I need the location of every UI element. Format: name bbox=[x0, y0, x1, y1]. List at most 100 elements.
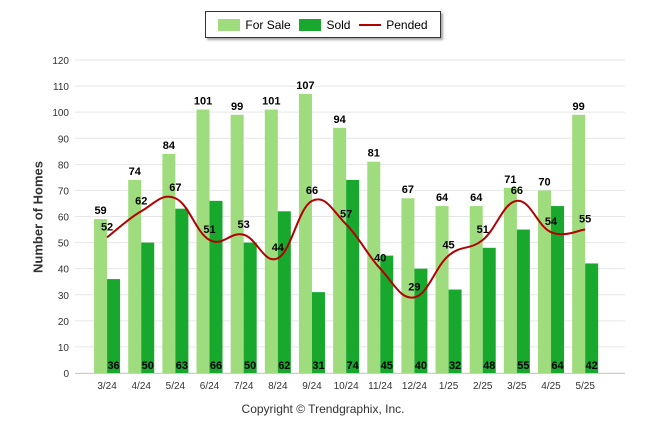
y-tick-label: 0 bbox=[63, 369, 69, 380]
label-pended: 44 bbox=[272, 242, 285, 254]
label-for-sale: 107 bbox=[296, 80, 314, 92]
label-for-sale: 70 bbox=[538, 176, 550, 188]
bar-for-sale bbox=[503, 187, 517, 373]
pended-line bbox=[106, 195, 586, 299]
x-tick-label: 11/24 bbox=[368, 381, 393, 392]
bar-sold bbox=[311, 292, 325, 373]
label-sold: 42 bbox=[586, 360, 598, 372]
label-sold: 74 bbox=[347, 360, 360, 372]
pended-series-line bbox=[106, 195, 586, 299]
x-tick-label: 9/24 bbox=[302, 381, 322, 392]
bar-sold bbox=[175, 208, 189, 373]
label-pended: 66 bbox=[306, 185, 318, 197]
bar-for-sale bbox=[572, 114, 586, 374]
x-tick-label: 3/24 bbox=[97, 381, 117, 392]
label-pended: 62 bbox=[135, 195, 147, 207]
bar-sold bbox=[243, 242, 257, 373]
bar-for-sale bbox=[469, 206, 483, 373]
y-tick-label: 100 bbox=[52, 108, 69, 119]
y-tick-label: 40 bbox=[58, 265, 70, 276]
bar-sold bbox=[585, 263, 599, 373]
bar-sold bbox=[209, 200, 223, 373]
label-for-sale: 81 bbox=[368, 148, 380, 160]
x-tick-label: 8/24 bbox=[268, 381, 288, 392]
legend-item-for-sale[interactable]: For Sale bbox=[218, 18, 291, 32]
label-for-sale: 59 bbox=[94, 205, 106, 217]
legend: For Sale Sold Pended bbox=[205, 11, 441, 38]
label-for-sale: 71 bbox=[504, 174, 516, 186]
x-tick-label: 2/25 bbox=[473, 381, 493, 392]
bar-sold bbox=[482, 247, 496, 373]
label-sold: 45 bbox=[381, 360, 393, 372]
x-tick-label: 4/25 bbox=[541, 381, 561, 392]
label-pended: 66 bbox=[511, 185, 523, 197]
y-tick-label: 50 bbox=[58, 239, 70, 250]
bar-sold bbox=[107, 279, 121, 373]
label-sold: 32 bbox=[449, 360, 461, 372]
bar-for-sale bbox=[435, 206, 449, 373]
bar-for-sale bbox=[264, 109, 278, 373]
bar-sold bbox=[551, 206, 565, 373]
label-pended: 40 bbox=[374, 253, 386, 265]
label-for-sale: 99 bbox=[573, 101, 585, 113]
label-pended: 29 bbox=[408, 281, 420, 293]
label-sold: 66 bbox=[210, 360, 222, 372]
bar-for-sale bbox=[298, 93, 312, 374]
label-for-sale: 67 bbox=[402, 184, 414, 196]
label-pended: 57 bbox=[340, 208, 352, 220]
bar-sold bbox=[141, 242, 155, 373]
bar-sold bbox=[448, 289, 462, 373]
legend-item-pended[interactable]: Pended bbox=[359, 17, 428, 32]
y-tick-label: 70 bbox=[58, 186, 70, 197]
x-tick-label: 7/24 bbox=[234, 381, 254, 392]
y-tick-label: 80 bbox=[58, 160, 70, 171]
x-tick-label: 4/24 bbox=[131, 381, 151, 392]
x-tick-label: 6/24 bbox=[200, 381, 220, 392]
label-sold: 36 bbox=[107, 360, 119, 372]
label-for-sale: 101 bbox=[194, 96, 212, 108]
bar-for-sale bbox=[230, 114, 244, 374]
copyright-text: Copyright © Trendgraphix, Inc. bbox=[241, 402, 405, 416]
label-pended: 51 bbox=[203, 224, 215, 236]
x-tick-label: 1/25 bbox=[439, 381, 459, 392]
bar-for-sale bbox=[128, 179, 142, 373]
label-pended: 53 bbox=[238, 219, 250, 231]
label-sold: 62 bbox=[278, 360, 290, 372]
y-tick-label: 30 bbox=[58, 291, 70, 302]
bar-for-sale bbox=[538, 190, 552, 373]
legend-label-pended: Pended bbox=[386, 17, 428, 32]
bar-sold bbox=[414, 268, 428, 373]
bar-sold bbox=[380, 255, 394, 373]
legend-item-sold[interactable]: Sold bbox=[299, 18, 350, 32]
bar-for-sale bbox=[401, 198, 415, 373]
label-for-sale: 99 bbox=[231, 101, 243, 113]
label-for-sale: 94 bbox=[334, 114, 347, 126]
y-tick-label: 20 bbox=[58, 317, 70, 328]
label-pended: 45 bbox=[442, 240, 454, 252]
y-axis-label: Number of Homes bbox=[30, 161, 46, 273]
label-sold: 40 bbox=[415, 360, 427, 372]
label-sold: 63 bbox=[176, 360, 188, 372]
label-for-sale: 101 bbox=[262, 96, 280, 108]
bar-for-sale bbox=[196, 109, 210, 373]
label-for-sale: 64 bbox=[436, 192, 449, 204]
label-sold: 50 bbox=[244, 360, 256, 372]
pended-swatch bbox=[359, 23, 382, 26]
x-tick-label: 5/24 bbox=[166, 381, 186, 392]
bar-for-sale bbox=[367, 161, 381, 373]
bar-for-sale bbox=[333, 127, 347, 373]
x-tick-label: 5/25 bbox=[575, 381, 595, 392]
label-sold: 48 bbox=[483, 360, 495, 372]
y-tick-label: 60 bbox=[58, 213, 70, 224]
label-for-sale: 84 bbox=[163, 140, 176, 152]
axes: 0 10 20 30 40 50 60 70 80 90 100 110 120 3/24 4/24 5/24… bbox=[52, 56, 625, 392]
y-tick-label: 120 bbox=[52, 56, 69, 67]
label-pended: 55 bbox=[579, 214, 591, 226]
label-for-sale: 64 bbox=[470, 192, 483, 204]
bar-for-sale bbox=[94, 219, 108, 373]
x-tick-label: 12/24 bbox=[402, 381, 427, 392]
bar-sold bbox=[516, 229, 530, 373]
x-tick-label: 3/25 bbox=[507, 381, 527, 392]
for-sale-swatch bbox=[218, 18, 241, 31]
